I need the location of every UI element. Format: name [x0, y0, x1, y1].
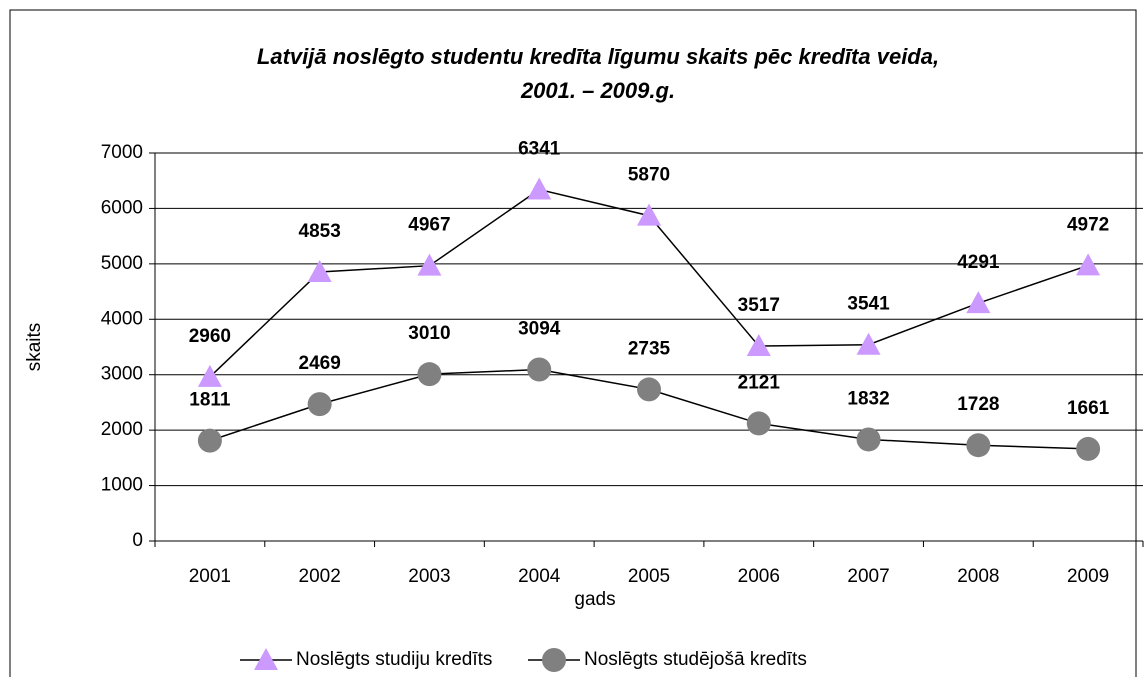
- data-label: 2735: [628, 338, 671, 359]
- marker: [637, 203, 661, 226]
- data-label: 3010: [408, 323, 450, 344]
- y-tick-label: 2000: [101, 419, 143, 440]
- data-label: 2469: [299, 353, 341, 374]
- y-tick-label: 6000: [101, 197, 143, 218]
- marker: [417, 253, 442, 276]
- marker: [527, 357, 552, 382]
- x-tick-label: 2008: [957, 566, 999, 587]
- data-label: 2960: [189, 326, 231, 347]
- x-tick-label: 2004: [518, 566, 561, 587]
- x-tick-label: 2007: [847, 566, 889, 587]
- data-label: 1811: [189, 390, 231, 411]
- marker: [966, 433, 991, 458]
- x-axis-label: gads: [574, 589, 615, 610]
- marker: [856, 427, 881, 452]
- marker: [637, 377, 661, 402]
- chart-title: Latvijā noslēgto studentu kredīta līgumu…: [257, 44, 939, 69]
- y-tick-label: 7000: [101, 142, 143, 163]
- data-label: 1661: [1067, 398, 1110, 419]
- x-tick-label: 2009: [1067, 566, 1109, 587]
- data-label: 3541: [847, 294, 890, 315]
- data-label: 3517: [738, 295, 780, 316]
- y-axis-label: skaits: [24, 323, 45, 372]
- data-label: 2121: [738, 372, 781, 393]
- marker: [746, 411, 771, 436]
- data-label: 6341: [518, 139, 561, 160]
- legend-label: Noslēgts studiju kredīts: [296, 649, 492, 670]
- marker: [856, 332, 881, 355]
- y-tick-label: 1000: [101, 475, 143, 496]
- marker: [197, 364, 222, 387]
- y-tick-label: 5000: [101, 253, 143, 274]
- marker: [197, 428, 222, 453]
- data-label: 5870: [628, 165, 670, 186]
- marker: [307, 260, 332, 283]
- marker: [746, 334, 771, 357]
- y-tick-label: 0: [132, 530, 143, 551]
- marker: [254, 648, 278, 670]
- data-label: 4967: [408, 215, 450, 236]
- data-label: 4291: [957, 252, 1000, 273]
- marker: [417, 362, 442, 387]
- x-tick-label: 2003: [408, 566, 450, 587]
- marker: [1076, 253, 1101, 276]
- x-tick-label: 2001: [189, 566, 231, 587]
- data-label: 4972: [1067, 214, 1109, 235]
- marker: [542, 648, 566, 672]
- data-label: 3094: [518, 319, 561, 340]
- y-tick-label: 3000: [101, 364, 143, 385]
- data-label: 1728: [957, 394, 999, 415]
- marker: [966, 291, 991, 314]
- data-label: 4853: [299, 221, 341, 242]
- marker: [1076, 436, 1101, 461]
- x-tick-label: 2002: [299, 566, 341, 587]
- y-tick-label: 4000: [101, 308, 143, 329]
- x-tick-label: 2006: [738, 566, 780, 587]
- marker: [527, 177, 552, 200]
- x-tick-label: 2005: [628, 566, 670, 587]
- data-label: 1832: [847, 388, 889, 409]
- legend-label: Noslēgts studējošā kredīts: [584, 649, 807, 670]
- marker: [307, 392, 332, 417]
- chart-border: [9, 9, 1137, 677]
- chart-title: 2001. – 2009.g.: [520, 78, 675, 103]
